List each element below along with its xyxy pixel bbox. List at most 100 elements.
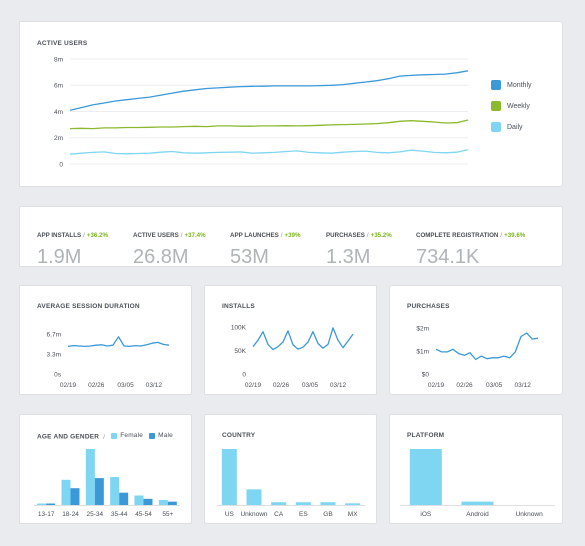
kpi-label: ACTIVE USERS bbox=[133, 232, 179, 239]
x-tick-label: 03/12 bbox=[146, 382, 163, 389]
x-tick-label: 03/12 bbox=[515, 382, 532, 389]
x-tick-label: CA bbox=[274, 511, 284, 518]
country-chart: US Unknown CA ES GB MX bbox=[217, 449, 365, 518]
kpi-separator: / bbox=[280, 232, 283, 239]
purchases-title: PURCHASES bbox=[407, 303, 450, 310]
y-tick-label: 0 bbox=[59, 161, 63, 168]
kpi-card: APP INSTALLS / +36.2% 1.9M ACTIVE USERS / +3… bbox=[19, 206, 563, 269]
age-gender-title: AGE AND GENDER / Female Male bbox=[37, 432, 173, 441]
kpi-purchases[interactable]: PURCHASES / +35.2% 1.3M bbox=[326, 224, 392, 269]
kpi-app-installs[interactable]: APP INSTALLS / +36.2% 1.9M bbox=[37, 224, 108, 269]
y-tick-label: 100K bbox=[231, 324, 247, 331]
purchases-chart: $2m $1m $0 02/19 02/26 03/05 03/12 bbox=[416, 325, 539, 389]
y-tick-label: $0 bbox=[422, 371, 430, 378]
series-line-purchases bbox=[435, 332, 539, 361]
legend-daily-label: Daily bbox=[507, 123, 523, 131]
x-tick-label: 03/05 bbox=[117, 382, 134, 389]
kpi-value: 1.9M bbox=[37, 246, 82, 268]
y-tick-label: 2m bbox=[54, 135, 63, 142]
kpi-delta: +39% bbox=[284, 232, 301, 239]
y-tick-label: 4m bbox=[54, 109, 63, 116]
y-tick-label: 50K bbox=[234, 348, 246, 355]
y-tick-label: $2m bbox=[416, 325, 429, 332]
x-tick-label: 35-44 bbox=[111, 511, 128, 518]
x-tick-label: 02/19 bbox=[428, 382, 445, 389]
kpi-separator: / bbox=[500, 232, 503, 239]
x-tick-label: 02/26 bbox=[88, 382, 105, 389]
female-swatch bbox=[111, 432, 118, 439]
legend-female[interactable]: Female bbox=[111, 432, 143, 439]
bar-25-34-female bbox=[85, 449, 95, 505]
series-line-installs bbox=[252, 327, 354, 351]
series-line-session bbox=[67, 336, 170, 348]
bar-18-24-female bbox=[61, 479, 71, 505]
legend-weekly[interactable]: Weekly bbox=[491, 101, 530, 111]
age-gender-chart: 13-17 18-24 25-34 35-44 45-54 55+ bbox=[34, 449, 180, 518]
series-line-monthly bbox=[69, 70, 469, 111]
bar-es bbox=[295, 502, 311, 505]
legend-female-label: Female bbox=[120, 432, 144, 439]
kpi-delta: +39.6% bbox=[504, 232, 526, 239]
kpi-separator: / bbox=[366, 232, 369, 239]
kpi-value: 53M bbox=[230, 246, 269, 268]
bar-13-17-male bbox=[46, 503, 56, 505]
bar-25-34-male bbox=[94, 478, 104, 505]
platform-title: PLATFORM bbox=[407, 432, 445, 439]
bar-35-44-male bbox=[119, 492, 129, 505]
legend-weekly-label: Weekly bbox=[507, 102, 530, 110]
platform-chart: iOS Android Unknown bbox=[400, 449, 555, 518]
legend-daily[interactable]: Daily bbox=[491, 122, 523, 132]
x-tick-label: 03/05 bbox=[302, 382, 319, 389]
x-tick-label: ES bbox=[299, 511, 308, 518]
x-tick-label: 55+ bbox=[162, 511, 173, 518]
daily-swatch bbox=[491, 122, 501, 132]
kpi-label: PURCHASES bbox=[326, 232, 365, 239]
x-tick-label: iOS bbox=[420, 511, 432, 518]
age-gender-separator: / bbox=[103, 433, 106, 441]
kpi-delta: +37.4% bbox=[184, 232, 206, 239]
legend-male[interactable]: Male bbox=[149, 432, 173, 439]
kpi-app-launches[interactable]: APP LAUNCHES / +39% 53M bbox=[230, 224, 300, 269]
bar-ios bbox=[409, 449, 442, 505]
x-tick-label: MX bbox=[348, 511, 358, 518]
x-tick-label: 02/26 bbox=[273, 382, 290, 389]
x-tick-label: Unknown bbox=[516, 511, 543, 518]
x-tick-label: 02/19 bbox=[245, 382, 262, 389]
installs-card: INSTALLS 100K 50K 0 02/19 02/26 03/05 03/12 bbox=[204, 285, 377, 395]
legend-monthly[interactable]: Monthly bbox=[491, 80, 532, 90]
active-users-card: ACTIVE USERS 8m6m4m2m002/1902/2603/0503/… bbox=[19, 21, 563, 187]
bar-ca bbox=[271, 502, 287, 505]
x-tick-label: GB bbox=[323, 511, 332, 518]
x-tick-label: 45-54 bbox=[135, 511, 152, 518]
weekly-swatch bbox=[491, 101, 501, 111]
bar-55+-female bbox=[158, 499, 168, 505]
y-tick-label: 0s bbox=[54, 371, 62, 378]
x-tick-label: 03/05 bbox=[486, 382, 503, 389]
kpi-value: 26.8M bbox=[133, 246, 189, 268]
series-line-weekly bbox=[69, 119, 469, 130]
active-users-title: ACTIVE USERS bbox=[37, 40, 88, 47]
y-tick-label: 6.7m bbox=[47, 331, 61, 338]
bar-45-54-male bbox=[143, 498, 153, 505]
session-card: AVERAGE SESSION DURATION 6.7m 3.3m 0s 02/19… bbox=[19, 285, 192, 395]
kpi-value: 1.3M bbox=[326, 246, 371, 268]
bar-18-24-male bbox=[70, 488, 80, 505]
age-gender-card: AGE AND GENDER / Female Male 13-17 18-24 2… bbox=[19, 414, 192, 524]
kpi-complete-registration[interactable]: COMPLETE REGISTRATION / +39.6% 734.1K bbox=[416, 224, 525, 269]
x-tick-label: 18-24 bbox=[62, 511, 79, 518]
x-tick-label: 03/12 bbox=[330, 382, 347, 389]
bar-55+-male bbox=[167, 501, 177, 505]
series-line-daily bbox=[69, 149, 469, 155]
x-tick-label: US bbox=[225, 511, 235, 518]
kpi-active-users[interactable]: ACTIVE USERS / +37.4% 26.8M bbox=[133, 224, 206, 269]
x-tick-label: 02/19 bbox=[60, 382, 77, 389]
kpi-value: 734.1K bbox=[416, 246, 480, 268]
purchases-card: PURCHASES $2m $1m $0 02/19 02/26 03/05 03/12 bbox=[389, 285, 563, 395]
x-tick-label: 02/26 bbox=[456, 382, 473, 389]
bar-35-44-female bbox=[110, 477, 120, 505]
x-tick-label: Android bbox=[466, 511, 489, 518]
kpi-separator: / bbox=[180, 232, 183, 239]
session-title: AVERAGE SESSION DURATION bbox=[37, 303, 140, 310]
kpi-separator: / bbox=[83, 232, 85, 239]
